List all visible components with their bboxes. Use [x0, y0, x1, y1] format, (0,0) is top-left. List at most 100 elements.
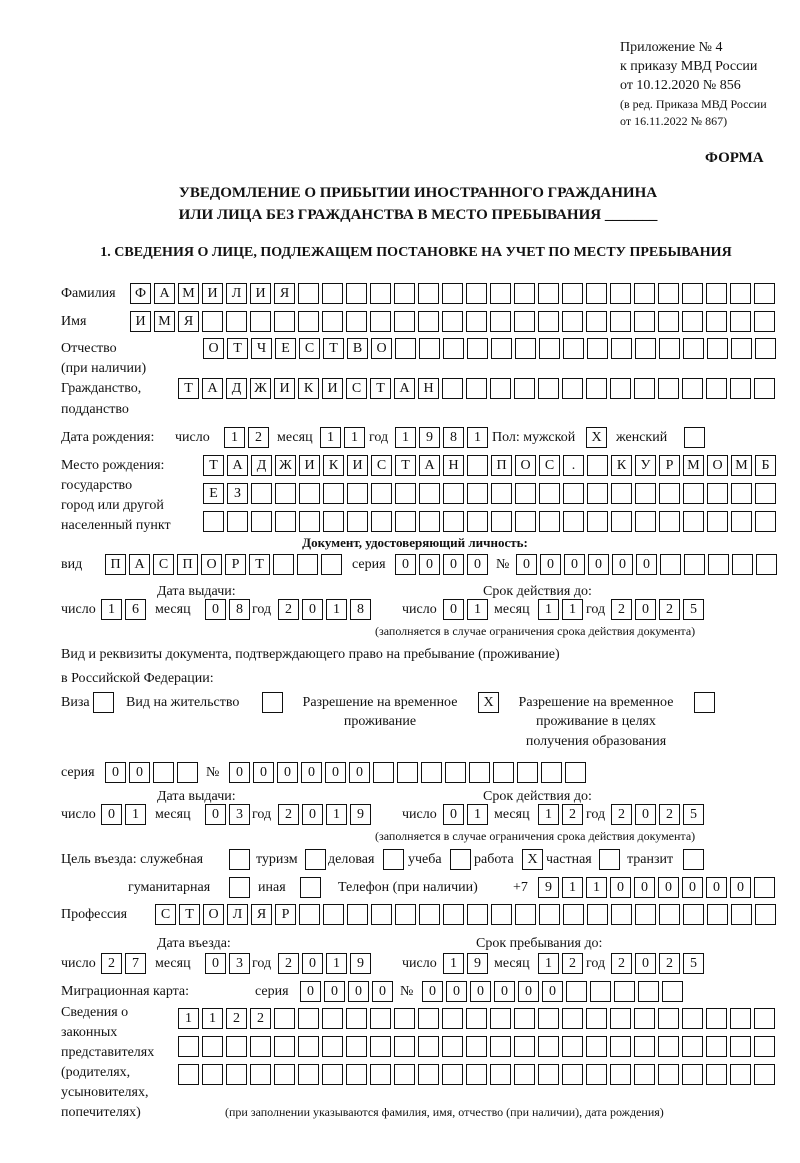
char-box[interactable] — [658, 283, 679, 304]
char-box[interactable] — [93, 692, 114, 713]
char-box[interactable]: 0 — [229, 762, 250, 783]
char-box[interactable] — [443, 511, 464, 532]
char-box[interactable] — [274, 1064, 295, 1085]
char-box[interactable]: 1 — [178, 1008, 199, 1029]
char-box[interactable]: С — [346, 378, 367, 399]
char-box[interactable]: 2 — [611, 804, 632, 825]
char-box[interactable]: И — [322, 378, 343, 399]
char-box[interactable] — [419, 483, 440, 504]
char-box[interactable]: 9 — [350, 953, 371, 974]
char-box[interactable] — [682, 1036, 703, 1057]
char-box[interactable]: 0 — [636, 554, 657, 575]
char-box[interactable] — [250, 1036, 271, 1057]
char-box[interactable]: Ч — [251, 338, 272, 359]
char-box[interactable] — [466, 1064, 487, 1085]
char-box[interactable]: А — [154, 283, 175, 304]
char-box[interactable] — [322, 1036, 343, 1057]
char-box[interactable] — [298, 1036, 319, 1057]
char-box[interactable] — [251, 511, 272, 532]
char-box[interactable] — [635, 904, 656, 925]
char-box[interactable] — [706, 1064, 727, 1085]
char-box[interactable]: 0 — [422, 981, 443, 1002]
char-box[interactable] — [586, 1008, 607, 1029]
char-box[interactable] — [515, 483, 536, 504]
char-box[interactable]: 1 — [538, 953, 559, 974]
char-box[interactable] — [754, 1036, 775, 1057]
char-box[interactable]: А — [202, 378, 223, 399]
char-box[interactable]: Т — [203, 455, 224, 476]
char-box[interactable]: 9 — [350, 804, 371, 825]
char-box[interactable] — [683, 483, 704, 504]
char-box[interactable] — [590, 981, 611, 1002]
char-box[interactable]: 2 — [278, 953, 299, 974]
char-box[interactable]: М — [154, 311, 175, 332]
char-box[interactable] — [467, 455, 488, 476]
char-box[interactable]: О — [515, 455, 536, 476]
char-box[interactable] — [418, 311, 439, 332]
char-box[interactable] — [469, 762, 490, 783]
char-box[interactable]: 0 — [635, 953, 656, 974]
char-box[interactable] — [395, 511, 416, 532]
char-box[interactable] — [370, 1008, 391, 1029]
char-box[interactable]: 0 — [302, 953, 323, 974]
char-box[interactable]: 9 — [419, 427, 440, 448]
char-box[interactable] — [395, 483, 416, 504]
char-box[interactable] — [275, 483, 296, 504]
char-box[interactable] — [538, 311, 559, 332]
char-box[interactable] — [466, 1036, 487, 1057]
char-box[interactable]: 1 — [467, 804, 488, 825]
char-box[interactable]: Н — [418, 378, 439, 399]
char-box[interactable] — [683, 849, 704, 870]
char-box[interactable] — [274, 1036, 295, 1057]
char-box[interactable] — [322, 1064, 343, 1085]
char-box[interactable]: М — [731, 455, 752, 476]
char-box[interactable] — [659, 338, 680, 359]
char-box[interactable] — [586, 283, 607, 304]
char-box[interactable]: И — [130, 311, 151, 332]
char-box[interactable] — [321, 554, 342, 575]
char-box[interactable] — [370, 1036, 391, 1057]
char-box[interactable]: 0 — [635, 804, 656, 825]
char-box[interactable]: З — [227, 483, 248, 504]
char-box[interactable]: 0 — [612, 554, 633, 575]
char-box[interactable] — [587, 511, 608, 532]
char-box[interactable]: О — [371, 338, 392, 359]
char-box[interactable]: Р — [275, 904, 296, 925]
char-box[interactable] — [323, 483, 344, 504]
char-box[interactable]: 1 — [395, 427, 416, 448]
char-box[interactable] — [694, 692, 715, 713]
char-box[interactable]: 9 — [467, 953, 488, 974]
char-box[interactable] — [298, 283, 319, 304]
char-box[interactable]: . — [563, 455, 584, 476]
char-box[interactable] — [346, 311, 367, 332]
char-box[interactable] — [514, 1008, 535, 1029]
char-box[interactable]: 2 — [562, 804, 583, 825]
char-box[interactable] — [491, 338, 512, 359]
char-box[interactable] — [514, 378, 535, 399]
char-box[interactable]: И — [250, 283, 271, 304]
char-box[interactable] — [442, 311, 463, 332]
char-box[interactable] — [611, 338, 632, 359]
char-box[interactable] — [562, 283, 583, 304]
char-box[interactable]: X — [586, 427, 607, 448]
char-box[interactable] — [659, 511, 680, 532]
char-box[interactable]: 0 — [302, 804, 323, 825]
char-box[interactable]: 6 — [125, 599, 146, 620]
char-box[interactable] — [754, 1008, 775, 1029]
char-box[interactable]: Д — [251, 455, 272, 476]
char-box[interactable]: О — [707, 455, 728, 476]
char-box[interactable]: О — [203, 338, 224, 359]
char-box[interactable]: 5 — [683, 953, 704, 974]
char-box[interactable]: И — [202, 283, 223, 304]
char-box[interactable] — [587, 338, 608, 359]
char-box[interactable]: 2 — [659, 599, 680, 620]
char-box[interactable]: Д — [226, 378, 247, 399]
char-box[interactable] — [394, 1064, 415, 1085]
char-box[interactable] — [305, 849, 326, 870]
char-box[interactable]: 2 — [611, 599, 632, 620]
char-box[interactable] — [346, 1036, 367, 1057]
char-box[interactable]: 0 — [706, 877, 727, 898]
char-box[interactable]: Б — [755, 455, 776, 476]
char-box[interactable]: 5 — [683, 599, 704, 620]
char-box[interactable] — [658, 1008, 679, 1029]
